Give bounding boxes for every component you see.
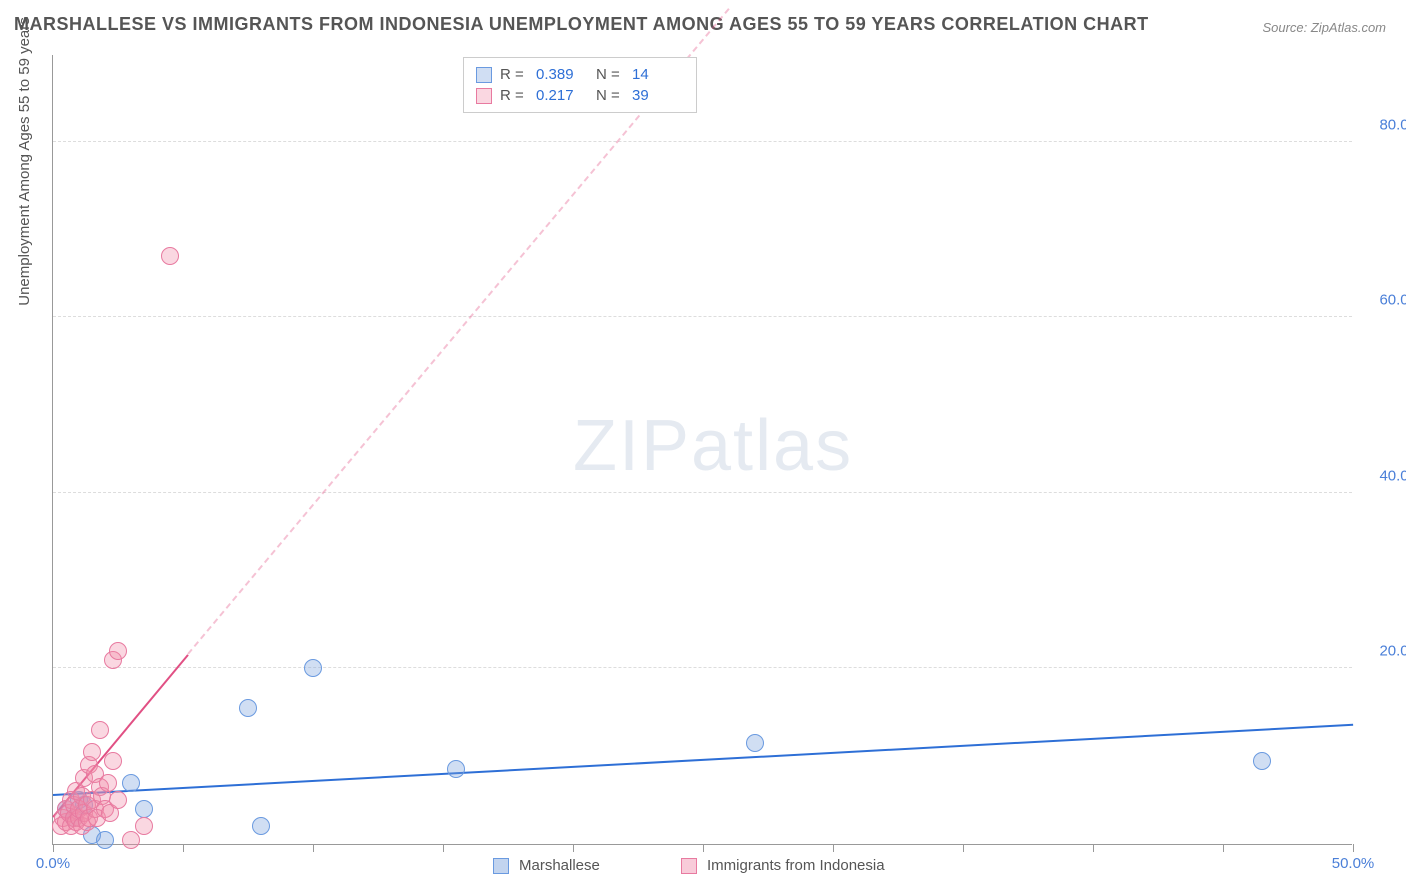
stats-row: R = 0.217 N = 39 <box>476 85 684 106</box>
legend-item: Marshallese <box>493 857 600 874</box>
stats-row: R = 0.389 N = 14 <box>476 64 684 85</box>
x-tick-label: 0.0% <box>36 855 70 872</box>
legend-label: Marshallese <box>519 857 600 874</box>
data-point <box>135 800 153 818</box>
watermark-thin: atlas <box>691 406 853 486</box>
data-point <box>83 743 101 761</box>
x-tick <box>443 844 444 852</box>
x-tick <box>1223 844 1224 852</box>
stat-n-value: 39 <box>632 87 684 104</box>
x-tick <box>1093 844 1094 852</box>
watermark-bold: ZIP <box>573 406 691 486</box>
data-point <box>91 721 109 739</box>
series-swatch <box>476 67 492 83</box>
x-tick <box>53 844 54 852</box>
legend-item: Immigrants from Indonesia <box>681 857 885 874</box>
stat-r-value: 0.389 <box>536 66 588 83</box>
data-point <box>109 642 127 660</box>
gridline-h <box>53 141 1352 142</box>
watermark: ZIPatlas <box>573 405 853 487</box>
gridline-h <box>53 667 1352 668</box>
data-point <box>746 734 764 752</box>
data-point <box>252 817 270 835</box>
chart-title: MARSHALLESE VS IMMIGRANTS FROM INDONESIA… <box>14 14 1149 35</box>
data-point <box>104 752 122 770</box>
stats-legend-box: R = 0.389 N = 14 R = 0.217 N = 39 <box>463 57 697 113</box>
x-tick <box>183 844 184 852</box>
series-swatch <box>476 88 492 104</box>
y-tick-label: 60.0% <box>1379 292 1406 309</box>
y-axis-title: Unemployment Among Ages 55 to 59 years <box>16 17 33 306</box>
data-point <box>239 699 257 717</box>
data-point <box>109 791 127 809</box>
data-point <box>96 831 114 849</box>
stat-n-value: 14 <box>632 66 684 83</box>
legend-label: Immigrants from Indonesia <box>707 857 885 874</box>
x-tick-label: 50.0% <box>1332 855 1375 872</box>
stat-r-value: 0.217 <box>536 87 588 104</box>
data-point <box>99 774 117 792</box>
data-point <box>161 247 179 265</box>
plot-area: ZIPatlas 20.0%40.0%60.0%80.0%0.0%50.0%R … <box>52 55 1352 845</box>
legend-swatch <box>493 858 509 874</box>
gridline-h <box>53 492 1352 493</box>
data-point <box>1253 752 1271 770</box>
y-tick-label: 20.0% <box>1379 643 1406 660</box>
gridline-h <box>53 316 1352 317</box>
stat-n-label: N = <box>596 87 624 104</box>
data-point <box>122 774 140 792</box>
source-label: Source: ZipAtlas.com <box>1262 20 1386 35</box>
trend-line <box>53 724 1353 796</box>
x-tick <box>313 844 314 852</box>
x-tick <box>963 844 964 852</box>
legend-swatch <box>681 858 697 874</box>
x-tick <box>703 844 704 852</box>
data-point <box>135 817 153 835</box>
x-tick <box>833 844 834 852</box>
stat-r-label: R = <box>500 87 528 104</box>
x-tick <box>573 844 574 852</box>
stat-n-label: N = <box>596 66 624 83</box>
x-tick <box>1353 844 1354 852</box>
stat-r-label: R = <box>500 66 528 83</box>
data-point <box>304 659 322 677</box>
y-tick-label: 80.0% <box>1379 116 1406 133</box>
data-point <box>447 760 465 778</box>
y-tick-label: 40.0% <box>1379 467 1406 484</box>
chart-container: MARSHALLESE VS IMMIGRANTS FROM INDONESIA… <box>0 0 1406 892</box>
